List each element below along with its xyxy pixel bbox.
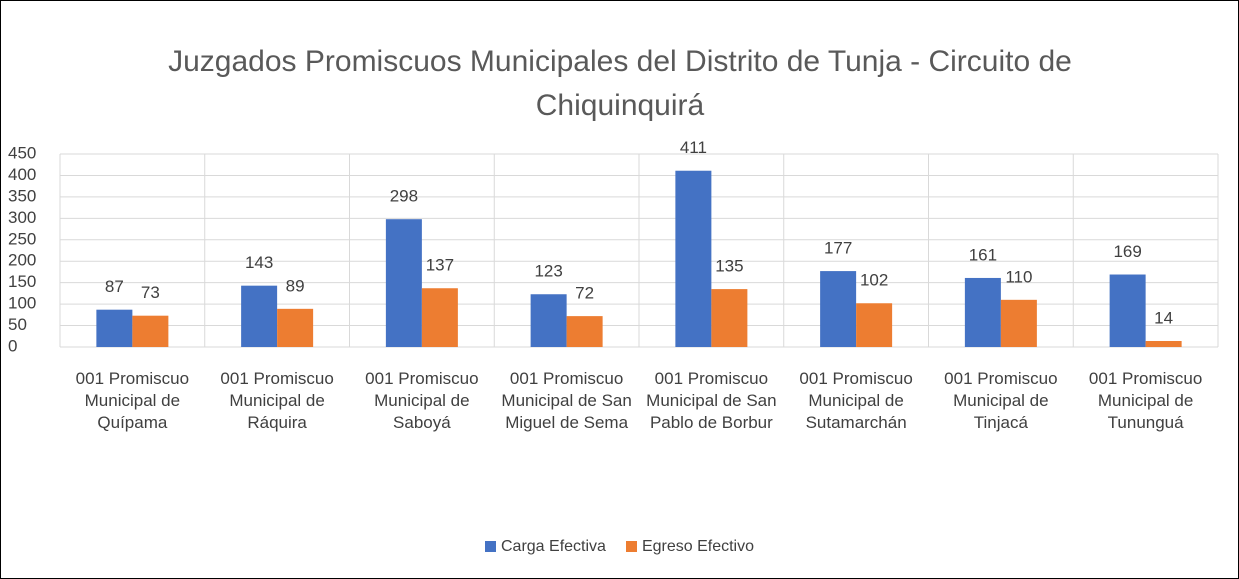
y-tick-label: 250 xyxy=(8,229,36,248)
bar xyxy=(277,308,314,347)
value-label: 411 xyxy=(680,138,707,157)
x-tick-label: 001 Promiscuo Municipal de Tununguá xyxy=(1088,369,1203,432)
value-label: 87 xyxy=(105,277,124,296)
y-tick-label: 200 xyxy=(8,251,36,270)
y-tick-label: 450 xyxy=(8,143,36,162)
bar xyxy=(964,277,1001,347)
legend-item: Egreso Efectivo xyxy=(625,538,754,556)
value-label: 110 xyxy=(1005,267,1032,286)
bar xyxy=(132,315,169,347)
x-tick-label: 001 Promiscuo Municipal de Tinjacá xyxy=(944,369,1058,432)
value-label: 137 xyxy=(426,256,454,275)
value-label: 123 xyxy=(534,262,562,281)
y-tick-label: 150 xyxy=(8,272,36,291)
y-tick-label: 0 xyxy=(8,336,17,355)
legend-label: Carga Efectiva xyxy=(501,538,606,555)
x-tick-label: 001 Promiscuo Municipal de Sutamarchán xyxy=(799,369,913,432)
bar xyxy=(96,309,133,347)
bar xyxy=(675,170,712,347)
bar xyxy=(820,271,857,347)
value-label: 72 xyxy=(575,284,594,303)
bar xyxy=(241,285,278,347)
bar xyxy=(1000,299,1037,347)
y-tick-label: 50 xyxy=(8,315,27,334)
x-tick-label: 001 Promiscuo Municipal de San Miguel de… xyxy=(501,369,632,432)
legend-label: Egreso Efectivo xyxy=(641,538,754,555)
y-tick-label: 300 xyxy=(8,208,36,227)
value-label: 135 xyxy=(715,257,743,276)
y-tick-label: 100 xyxy=(8,294,36,313)
bar xyxy=(385,219,422,347)
bar xyxy=(421,288,458,347)
value-label: 161 xyxy=(969,245,997,264)
legend-swatch xyxy=(485,541,496,552)
y-tick-label: 400 xyxy=(8,165,36,184)
bar xyxy=(1109,274,1146,347)
chart-title: Juzgados Promiscuos Municipales del Dist… xyxy=(168,45,1072,122)
value-label: 177 xyxy=(824,239,852,258)
legend-item: Carga Efectiva xyxy=(485,538,606,556)
bar xyxy=(711,289,748,347)
y-tick-label: 350 xyxy=(8,186,36,205)
bar xyxy=(566,316,603,347)
legend-swatch xyxy=(625,541,637,552)
x-tick-label: 001 Promiscuo Municipal de Ráquira xyxy=(220,369,334,432)
value-label: 143 xyxy=(245,253,273,272)
value-label: 73 xyxy=(141,283,160,302)
value-label: 14 xyxy=(1154,308,1173,327)
value-label: 102 xyxy=(860,271,888,290)
bar xyxy=(530,294,567,347)
value-label: 89 xyxy=(286,276,305,295)
x-tick-label: 001 Promiscuo Municipal de Quípama xyxy=(75,369,190,432)
x-tick-label: 001 Promiscuo Municipal de Saboyá xyxy=(365,369,479,432)
bar xyxy=(856,303,893,347)
legend: Carga Efectiva Egreso Efectivo xyxy=(0,538,1239,556)
value-label: 169 xyxy=(1113,242,1141,261)
bar xyxy=(1145,340,1182,347)
value-label: 298 xyxy=(390,187,418,206)
x-tick-label: 001 Promiscuo Municipal de San Pablo de … xyxy=(646,369,777,432)
